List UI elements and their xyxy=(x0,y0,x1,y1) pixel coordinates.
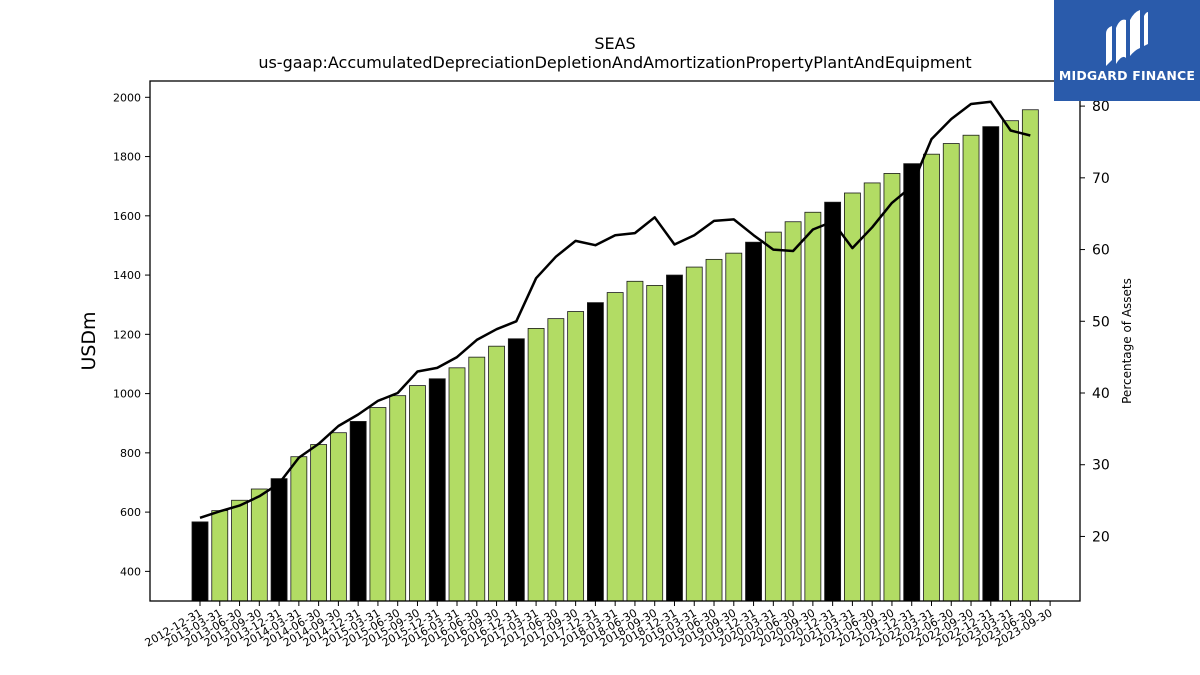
y2-tick-label: 40 xyxy=(1092,386,1110,402)
bar-2021-12-31 xyxy=(903,163,921,602)
bar-2014-12-31 xyxy=(349,421,367,602)
bar-2016-06-30 xyxy=(468,356,486,602)
bar-2018-12-31 xyxy=(666,274,683,602)
y2-tick-label: 20 xyxy=(1092,529,1110,545)
bar-2022-09-30 xyxy=(962,134,980,602)
bar-2017-09-30 xyxy=(567,311,585,602)
bar-2020-06-30 xyxy=(784,221,802,602)
bar-2016-03-31 xyxy=(448,367,466,602)
y2-axis-label: Percentage of Assets xyxy=(1120,278,1134,404)
y-tick-label: 2000 xyxy=(113,91,141,104)
bar-2017-12-31 xyxy=(587,302,604,602)
bar-2021-06-30 xyxy=(863,182,881,602)
y-tick-label: 1600 xyxy=(113,210,141,223)
bar-2019-09-30 xyxy=(725,252,743,602)
bars-group xyxy=(191,109,1039,602)
y-tick-label: 1400 xyxy=(113,269,141,282)
bar-2019-03-31 xyxy=(685,266,703,602)
bar-2022-03-31 xyxy=(923,153,940,602)
bar-2013-09-30 xyxy=(250,488,268,602)
chart-title: SEAS xyxy=(594,34,635,53)
brand-logo: MIDGARD FINANCE xyxy=(1054,0,1200,101)
y-tick-label: 1000 xyxy=(113,388,141,401)
bar-2013-06-30 xyxy=(231,499,248,602)
bar-2019-12-31 xyxy=(745,241,762,602)
y2-tick-label: 80 xyxy=(1092,99,1110,115)
y2-tick-label: 50 xyxy=(1092,314,1110,330)
y-tick-label: 800 xyxy=(120,447,141,460)
bar-2017-03-31 xyxy=(527,328,545,602)
midgard-m-logo-icon xyxy=(1106,10,1148,66)
bar-2019-06-30 xyxy=(705,258,723,602)
bar-2023-06-30 xyxy=(1021,109,1039,602)
bar-2012-12-31 xyxy=(191,521,209,602)
bar-2014-09-30 xyxy=(329,432,347,602)
left-axis-ticks: 400 600 800 1000 1200 1400 1600 1800 2000 xyxy=(113,91,150,578)
bar-2015-09-30 xyxy=(409,385,426,602)
bar-2018-09-30 xyxy=(646,285,664,602)
bar-2022-06-30 xyxy=(942,143,960,602)
bar-2013-12-31 xyxy=(270,478,288,602)
right-axis-ticks: 20 30 40 50 60 70 80 xyxy=(1080,99,1110,545)
y-tick-label: 400 xyxy=(120,565,141,578)
y-tick-label: 1200 xyxy=(113,328,141,341)
bar-2020-12-31 xyxy=(824,201,842,602)
bar-2022-12-31 xyxy=(982,126,1000,602)
bar-2021-03-31 xyxy=(844,192,861,602)
bar-2017-06-30 xyxy=(547,318,565,602)
bar-2014-03-31 xyxy=(290,456,308,602)
y2-tick-label: 70 xyxy=(1092,171,1110,187)
y-tick-label: 1800 xyxy=(113,151,141,164)
bar-2020-03-31 xyxy=(764,231,782,602)
bar-2015-03-31 xyxy=(369,407,387,602)
bar-2016-09-30 xyxy=(488,345,505,602)
bar-2016-12-31 xyxy=(507,338,525,602)
percentage-line xyxy=(199,100,1031,519)
y2-tick-label: 60 xyxy=(1092,243,1110,259)
chart-subtitle: us-gaap:AccumulatedDepreciationDepletion… xyxy=(258,53,971,72)
bar-2018-06-30 xyxy=(626,280,644,602)
bar-2018-03-31 xyxy=(606,292,624,602)
y2-tick-label: 30 xyxy=(1092,458,1110,474)
bar-2015-06-30 xyxy=(389,395,407,602)
y-tick-label: 600 xyxy=(120,506,141,519)
brand-logo-text: MIDGARD FINANCE xyxy=(1058,68,1196,83)
bar-2023-03-31 xyxy=(1002,120,1019,602)
bar-2013-03-31 xyxy=(211,510,229,602)
bar-2020-09-30 xyxy=(804,211,822,602)
bar-2015-12-31 xyxy=(428,378,446,602)
bar-2021-09-30 xyxy=(883,173,901,602)
y-axis-label: USDm xyxy=(78,311,100,370)
bar-2014-06-30 xyxy=(310,444,328,602)
x-axis-ticks: 2012-12-312013-03-312013-06-302013-09-30… xyxy=(143,601,1055,650)
